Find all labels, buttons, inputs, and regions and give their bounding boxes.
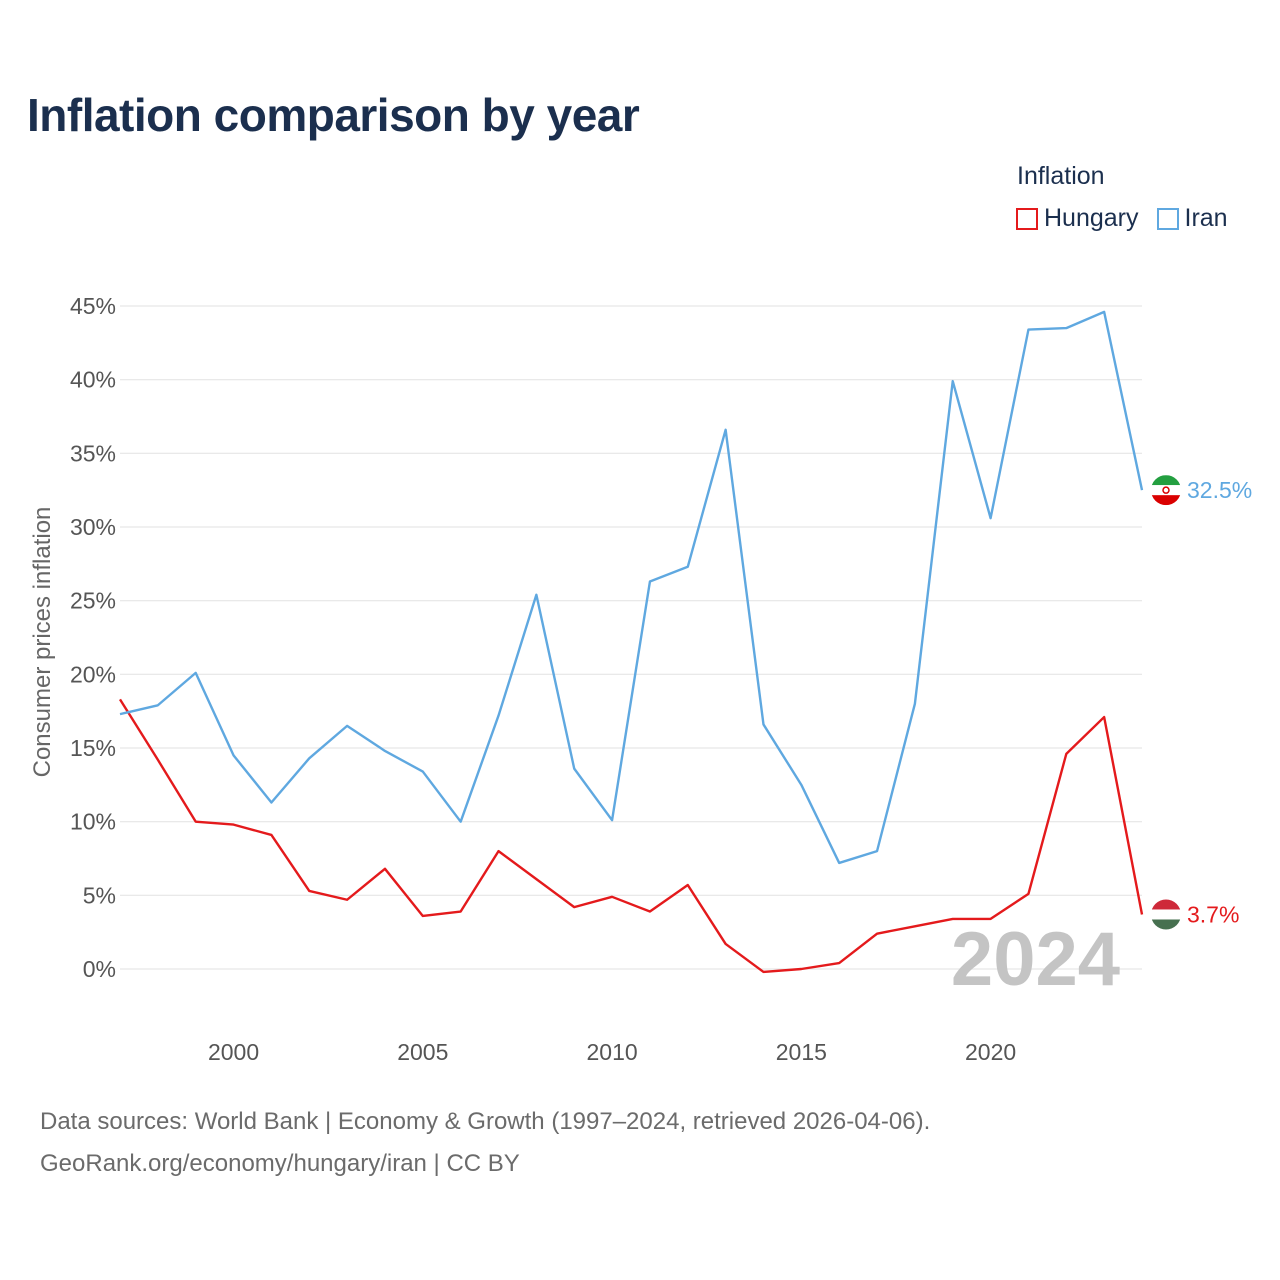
y-tick-label: 25% [70,588,116,614]
legend-swatch-hungary [1016,207,1038,230]
legend-label-iran: Iran [1184,204,1228,232]
end-marker-iran [1151,475,1181,506]
hungary-flag-icon [1151,899,1181,930]
y-tick-label: 40% [70,367,116,393]
legend: Hungary Iran [1016,204,1246,233]
flag-stripe [1151,485,1181,496]
series-line-hungary [118,698,1144,974]
end-label-iran: 32.5% [1187,477,1252,503]
y-tick-label: 0% [83,956,116,982]
series-line-iran [119,310,1144,865]
y-tick-label: 20% [70,661,116,687]
year-watermark: 2024 [951,917,1120,1002]
y-tick-label: 15% [70,735,116,761]
y-tick-label: 30% [70,514,116,540]
flag-stripe [1151,495,1181,506]
x-tick-label: 2010 [586,1039,637,1065]
footer-sources: Data sources: World Bank | Economy & Gro… [40,1108,931,1135]
flag-stripe [1151,475,1181,486]
y-tick-label: 35% [70,440,116,466]
legend-item-hungary[interactable]: Hungary [1016,204,1139,233]
x-tick-label: 2015 [776,1039,827,1065]
flag-emblem [1162,486,1170,494]
flag-stripe [1151,899,1181,910]
end-label-hungary: 3.7% [1187,901,1239,927]
footer-credit: GeoRank.org/economy/hungary/iran | CC BY [40,1150,520,1177]
y-tick-label: 45% [70,293,116,319]
x-tick-label: 2005 [397,1039,448,1065]
chart-title: Inflation comparison by year [27,89,640,141]
iran-flag-icon [1151,475,1181,506]
end-marker-hungary [1151,899,1181,930]
legend-label-hungary: Hungary [1044,204,1139,232]
flag-stripe [1151,919,1181,930]
legend-item-iran[interactable]: Iran [1156,204,1228,233]
y-tick-label: 5% [83,882,116,908]
flag-stripe [1151,909,1181,920]
x-tick-label: 2000 [208,1039,259,1065]
y-tick-label: 10% [70,809,116,835]
legend-title: Inflation [1017,162,1105,190]
x-tick-label: 2020 [965,1039,1016,1065]
legend-swatch-iran [1156,207,1179,230]
y-axis-label: Consumer prices inflation [29,507,56,778]
